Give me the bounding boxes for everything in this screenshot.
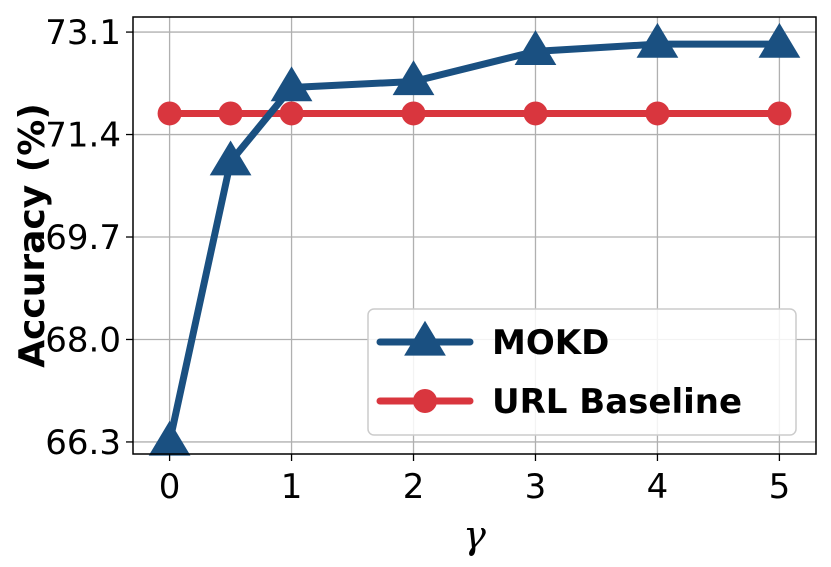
series-0-point — [148, 420, 191, 456]
y-tick-label: 73.1 — [45, 13, 121, 53]
y-axis-label: Accuracy (%) — [12, 103, 53, 368]
series-1-point — [401, 101, 426, 126]
series-1-point — [645, 101, 670, 126]
legend-label-1: URL Baseline — [492, 382, 742, 422]
x-tick-label: 4 — [647, 467, 669, 507]
x-tick-label: 1 — [281, 467, 303, 507]
legend-marker-0 — [404, 320, 446, 356]
y-tick-label: 69.7 — [45, 218, 121, 258]
x-tick-label: 5 — [769, 467, 791, 507]
x-tick-label: 2 — [403, 467, 425, 507]
x-axis-label: γ — [463, 513, 486, 557]
series-1-point — [523, 101, 548, 126]
y-tick-label: 68.0 — [45, 320, 121, 360]
series-0-point — [209, 140, 252, 176]
series-1-point — [218, 101, 243, 126]
y-tick-label: 71.4 — [45, 116, 121, 156]
series-0-point — [758, 22, 801, 58]
series-1-point — [157, 101, 182, 126]
axis-ticks: 0 1 2 3 4 5 66.3 68.0 69.7 71.4 73.1 — [45, 13, 790, 507]
series-1-point — [279, 101, 304, 126]
legend-box — [367, 308, 797, 436]
series-0-point — [270, 66, 313, 102]
series-0-point — [392, 60, 435, 96]
x-tick-label: 3 — [525, 467, 547, 507]
series-0-point — [514, 30, 557, 66]
x-tick-label: 0 — [159, 467, 181, 507]
legend: MOKD URL Baseline — [367, 308, 797, 436]
legend-marker-1 — [413, 389, 437, 413]
series-layer — [148, 22, 801, 456]
series-1-point — [767, 101, 792, 126]
y-tick-label: 66.3 — [45, 423, 121, 463]
series-0-point — [636, 22, 679, 58]
plot-frame — [132, 16, 817, 455]
legend-label-0: MOKD — [492, 323, 609, 363]
